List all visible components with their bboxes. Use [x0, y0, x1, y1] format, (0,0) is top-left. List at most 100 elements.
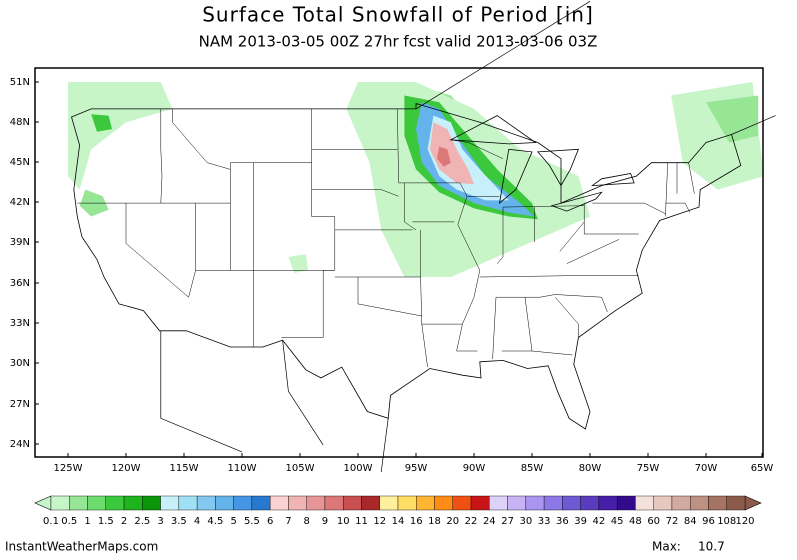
colorbar-label: 24: [483, 516, 496, 527]
colorbar-label: 5: [230, 516, 236, 527]
colorbar-box: [726, 495, 746, 511]
colorbar-label: 84: [684, 516, 697, 527]
lon-label: 95W: [405, 463, 428, 474]
colorbar-label: 16: [410, 516, 423, 527]
state-border: [665, 162, 668, 217]
title: Surface Total Snowfall of Period [in]: [202, 3, 594, 27]
lake: [590, 173, 635, 187]
colorbar-label: 0.5: [61, 516, 77, 527]
colorbar-label: 42: [593, 516, 606, 527]
colorbar-box: [343, 495, 362, 511]
colorbar-label: 7: [285, 516, 291, 527]
site-name: InstantWeatherMaps.com: [5, 540, 158, 554]
colorbar-box: [470, 495, 490, 511]
subtitle: NAM 2013-03-05 00Z 27hr fcst valid 2013-…: [199, 33, 598, 51]
colorbar-label: 3: [157, 516, 163, 527]
colorbar-box: [598, 495, 618, 511]
colorbar-box: [288, 495, 307, 511]
colorbar-label: 4.5: [207, 516, 223, 527]
lake: [536, 148, 580, 187]
lon-label: 115W: [170, 463, 199, 474]
colorbar-box: [269, 495, 289, 511]
lon-label: 120W: [112, 463, 141, 474]
colorbar-label: 120: [735, 516, 754, 527]
colorbar-box: [105, 495, 125, 511]
colorbar-label: 72: [666, 516, 679, 527]
state-border: [397, 108, 461, 184]
colorbar-box: [434, 495, 453, 511]
colorbar-box: [653, 495, 673, 511]
colorbar-label: 11: [355, 516, 368, 527]
state-border: [281, 108, 336, 338]
state-border: [420, 229, 428, 368]
lon-label: 125W: [54, 463, 83, 474]
country-border: [731, 115, 776, 135]
colorbar-label: 5.5: [244, 516, 260, 527]
colorbar-label: 3.5: [171, 516, 187, 527]
colorbar-box: [50, 495, 70, 511]
country-border: [415, 1, 591, 110]
colorbar-label: 4: [194, 516, 200, 527]
state-border: [125, 203, 189, 298]
lon-label: 65W: [751, 463, 774, 474]
state-border: [688, 162, 695, 194]
state-border: [555, 297, 579, 338]
state-border: [450, 139, 504, 159]
colorbar-box: [178, 495, 198, 511]
colorbar-label: 96: [702, 516, 715, 527]
state-border: [501, 350, 573, 356]
colorbar-label: 27: [501, 516, 514, 527]
colorbar-box: [616, 495, 636, 511]
map-frame: [34, 67, 764, 458]
country-border: [282, 340, 324, 446]
snow-area: [91, 114, 113, 132]
lon-label: 75W: [637, 463, 660, 474]
state-border: [592, 202, 666, 215]
lon-label: 85W: [521, 463, 544, 474]
colorbar-box: [416, 495, 435, 511]
country-border: [380, 418, 389, 473]
colorbar-label: 48: [629, 516, 642, 527]
colorbar-label: 2: [121, 516, 127, 527]
colorbar-box: [452, 495, 472, 511]
colorbar-label: 108: [717, 516, 736, 527]
state-border: [492, 297, 497, 360]
state-border: [496, 294, 608, 313]
colorbar-label: 2.5: [134, 516, 150, 527]
colorbar-label: 36: [556, 516, 569, 527]
colorbar-label: 22: [465, 516, 478, 527]
lon-label: 90W: [463, 463, 486, 474]
lat-label: 45N: [10, 157, 30, 168]
colorbar-box: [69, 495, 88, 511]
state-border: [311, 189, 399, 197]
country-border: [160, 330, 243, 453]
colorbar-box: [215, 495, 234, 511]
lon-label: 100W: [344, 463, 373, 474]
colorbar-box: [543, 495, 563, 511]
snow-area: [288, 254, 309, 273]
colorbar-label: 12: [373, 516, 386, 527]
colorbar-box: [690, 495, 709, 511]
colorbar-box: [361, 495, 380, 511]
colorbar-box: [525, 495, 545, 511]
colorbar-box: [671, 495, 691, 511]
colorbar-box: [233, 495, 253, 511]
state-border: [404, 182, 417, 231]
lat-label: 42N: [10, 197, 30, 208]
colorbar-label: 39: [574, 516, 587, 527]
state-border: [583, 203, 639, 235]
colorbar-box: [562, 495, 581, 511]
colorbar-box: [397, 495, 417, 511]
state-border: [456, 182, 481, 352]
colorbar-label: 33: [538, 516, 551, 527]
lat-label: 48N: [10, 117, 30, 128]
colorbar-arrow-low: [34, 495, 52, 511]
colorbar-box: [160, 495, 180, 511]
lat-label: 39N: [10, 237, 30, 248]
colorbar-box: [324, 495, 344, 511]
lon-label: 110W: [228, 463, 257, 474]
colorbar-box: [379, 495, 399, 511]
lon-label: 80W: [579, 463, 602, 474]
lake: [550, 191, 603, 212]
lat-label: 27N: [10, 399, 30, 410]
